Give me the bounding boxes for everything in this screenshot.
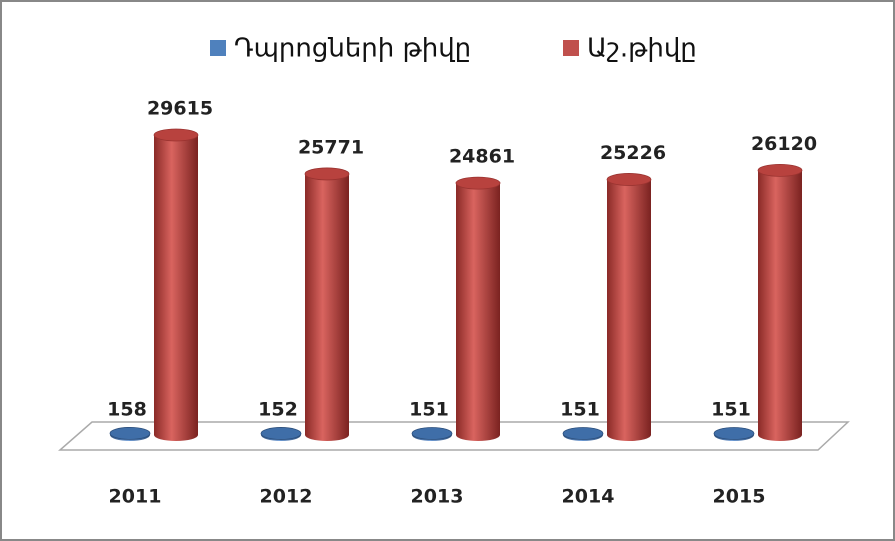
bar-top: [153, 128, 199, 142]
bar: [456, 183, 500, 442]
bar: [758, 170, 802, 441]
bar-top: [606, 173, 652, 186]
data-label: 151: [560, 399, 600, 421]
bar-top: [562, 427, 604, 440]
x-tick-label: 2012: [260, 486, 313, 508]
data-label: 151: [711, 399, 751, 421]
x-tick-label: 2013: [411, 486, 464, 508]
bar-top: [713, 427, 755, 440]
bar: [607, 179, 651, 441]
bar-top: [260, 427, 302, 440]
data-label: 26120: [751, 133, 817, 155]
data-label: 25771: [298, 136, 364, 158]
legend-label: Դպրոցների թիվը: [234, 34, 471, 64]
data-label: 25226: [600, 142, 666, 164]
bar: [305, 173, 349, 441]
x-tick-label: 2014: [562, 486, 615, 508]
bar-top: [109, 426, 151, 440]
bar-top: [455, 176, 501, 190]
data-label: 24861: [449, 146, 515, 168]
bar: [154, 135, 198, 441]
bar-top: [304, 167, 350, 181]
data-label: 29615: [147, 98, 213, 120]
x-tick-label: 2015: [713, 486, 766, 508]
data-label: 151: [409, 399, 449, 421]
legend-swatch: [210, 40, 226, 56]
data-label: 158: [107, 399, 147, 421]
bar-top: [757, 164, 803, 177]
legend-swatch: [563, 40, 579, 56]
legend-label: Աշ.թիվը: [587, 34, 697, 64]
data-label: 152: [258, 399, 298, 421]
bar-top: [411, 427, 453, 440]
x-tick-label: 2011: [109, 486, 162, 508]
